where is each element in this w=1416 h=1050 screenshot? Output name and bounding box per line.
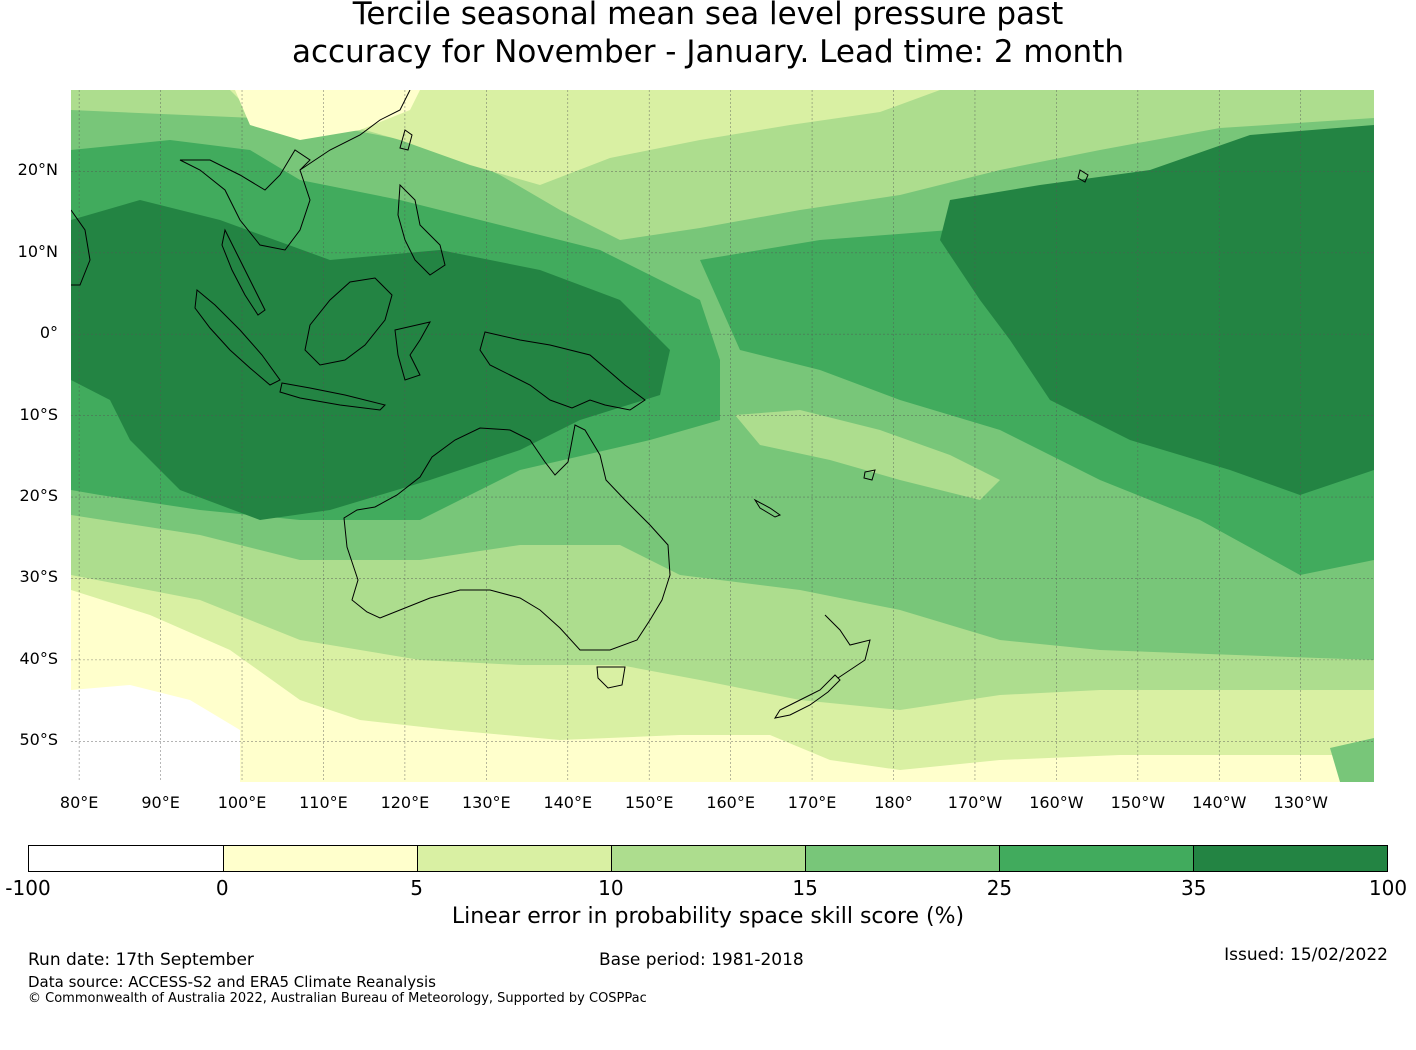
fiji-coast [863,469,876,481]
colorbar-segment [999,846,1193,871]
asia-coast [299,90,411,171]
lon-label: 170°E [787,793,837,812]
taiwan-coast [399,129,413,151]
lon-label: 140°E [543,793,593,812]
colorbar-tick-label: 10 [598,876,624,900]
colorbar-segment [805,846,999,871]
lon-label: 180° [874,793,913,812]
java-coast [279,382,386,411]
lon-label: 120°E [380,793,430,812]
new-caledonia-coast [753,498,782,518]
graticule [71,90,1374,782]
lat-label: 10°S [19,404,58,424]
colorbar-tick-label: 35 [1180,876,1207,900]
nz-north-coast [824,614,871,679]
map-title-line2: accuracy for November - January. Lead ti… [291,34,1125,70]
base-period: Base period: 1981-2018 [599,950,804,970]
copyright: © Commonwealth of Australia 2022, Austra… [28,991,647,1006]
skill-score-map [71,90,1374,782]
colorbar-segment [1193,846,1387,871]
lat-label: 0° [39,323,58,343]
lat-label: 40°S [19,648,58,668]
lon-label: 160°W [1029,793,1084,812]
colorbar [28,845,1388,872]
east-pacific-core [940,125,1374,495]
maritime-core [71,200,670,520]
colorbar-tick-label: 15 [792,876,818,900]
lon-label: 130°E [462,793,511,812]
png-coast [479,331,646,411]
lat-label: 30°S [19,567,58,587]
colorbar-tick-label: -100 [5,876,51,900]
issued-date: Issued: 15/02/2022 [1224,945,1388,965]
sumatra-coast [194,289,281,386]
colorbar-tick-label: 25 [986,876,1013,900]
southeast-green [1330,738,1374,782]
lon-label: 90°E [141,793,180,812]
borneo-coast [304,277,393,366]
colorbar-tick-label: 5 [410,876,423,900]
colorbar-segment [223,846,417,871]
nz-south-coast [773,674,841,719]
spcz-strip [735,410,1000,500]
colorbar-segment [29,846,223,871]
south-band3 [71,590,1374,782]
lon-label: 80°E [59,793,99,812]
north-low-core [235,90,420,140]
india-coast [71,209,91,286]
north-low-band [230,90,940,185]
map-title-line1: Tercile seasonal mean sea level pressure… [352,0,1064,32]
lon-label: 150°E [624,793,674,812]
sulawesi-coast [394,321,431,381]
lon-label: 130°W [1273,793,1328,812]
lon-label: 140°W [1192,793,1247,812]
coastlines [71,90,1089,719]
indochina-coast [179,149,311,251]
lat-label: 50°S [19,730,58,750]
colorbar-label: Linear error in probability space skill … [451,904,965,929]
data-source: Data source: ACCESS-S2 and ERA5 Climate … [28,973,436,991]
colorbar-tick-label: 0 [215,876,229,900]
lat-label: 20°N [17,160,58,180]
lat-label: 10°N [17,241,58,261]
tasmania-coast [596,666,626,689]
south-white [71,685,240,782]
lat-label: 20°S [19,486,58,506]
colorbar-tick-label: 100 [1368,876,1408,900]
lon-label: 160°E [706,793,755,812]
lon-label: 150°W [1110,793,1166,812]
run-date: Run date: 17th September [28,950,254,970]
australia-coast [343,424,671,651]
lon-label: 110°E [299,793,348,812]
malay-coast [221,228,266,316]
colorbar-segment [611,846,805,871]
colorbar-segment [417,846,611,871]
lon-label: 100°E [217,793,267,812]
philippines-coast [397,183,446,276]
lon-label: 170°W [947,793,1003,812]
hawaii-coast [1077,169,1089,183]
